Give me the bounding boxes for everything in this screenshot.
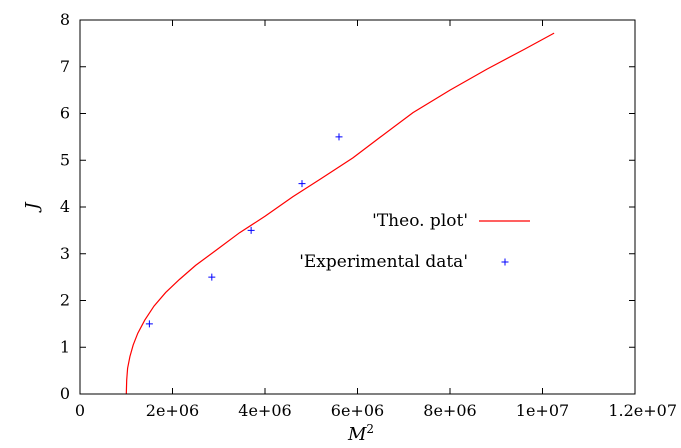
data-point-experimental [298,180,306,188]
legend: 'Theo. plot' 'Experimental data' [299,211,530,272]
y-axis-label: J [22,201,43,214]
legend-label-theo: 'Theo. plot' [372,211,468,231]
legend-marker-experimental [501,258,509,266]
x-tick-label: 4e+06 [238,401,291,420]
data-point-experimental [208,273,216,281]
y-tick-label: 8 [60,10,70,29]
x-tick-label: 2e+06 [146,401,199,420]
series-line-theo [125,32,555,395]
y-tick-label: 6 [60,104,70,123]
data-point-experimental [335,133,343,141]
y-tick-label: 4 [60,197,70,216]
y-tick-label: 3 [60,244,70,263]
ticks-group: 0 2e+06 4e+06 6e+06 8e+06 1e+07 1.2e+07 0 1 2 3 4 5 6… [60,10,677,420]
legend-plus-marker [501,258,509,266]
series-layer [125,32,555,395]
x-tick-label: 6e+06 [331,401,384,420]
data-point-experimental [145,320,153,328]
y-tick-label: 7 [60,57,70,76]
plot-frame [79,19,636,395]
y-tick-label: 0 [60,384,70,403]
data-point-experimental [247,226,255,234]
x-tick-label: 1e+07 [516,401,569,420]
legend-label-experimental: 'Experimental data' [299,252,468,272]
x-tick-label: 1.2e+07 [608,401,677,420]
x-tick-label: 8e+06 [423,401,476,420]
y-tick-label: 1 [60,337,70,356]
x-tick-label: 0 [75,401,85,420]
y-tick-label: 2 [60,291,70,310]
y-tick-label: 5 [60,150,70,169]
x-axis-label: M2 [347,422,374,445]
